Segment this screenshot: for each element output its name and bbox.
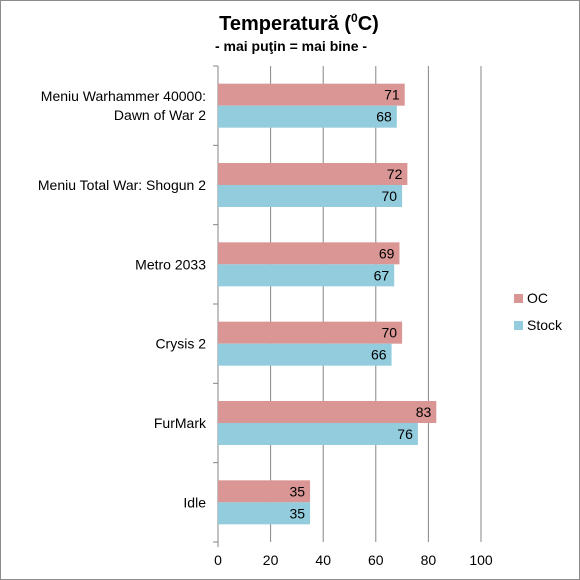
data-label: 70 — [382, 188, 398, 204]
bar-oc — [218, 480, 311, 503]
category-label-line: Metro 2033 — [135, 256, 206, 272]
bar-stock — [218, 105, 397, 128]
legend-label-stock: Stock — [527, 317, 563, 333]
legend-swatch-stock — [514, 321, 523, 330]
chart-title-superscript: 0 — [351, 11, 358, 25]
category-label: Meniu Warhammer 40000: Dawn of War 2 — [41, 88, 206, 123]
x-tick-label: 100 — [469, 552, 493, 568]
bar-stock — [218, 343, 392, 366]
x-tick-label: 60 — [368, 552, 384, 568]
legend-swatch-oc — [514, 294, 523, 303]
bar-stock — [218, 423, 418, 445]
category-label-line: Dawn of War 2 — [114, 107, 206, 123]
legend: OC Stock — [514, 290, 563, 333]
bar-stock — [218, 185, 403, 207]
chart-title: Temperatură (0C) — [219, 11, 379, 35]
bar-oc — [218, 242, 400, 265]
chart-subtitle: - mai puţin = mai bine - — [215, 38, 367, 54]
chart-title-text: Temperatură ( — [219, 13, 351, 35]
x-tick-label: 0 — [214, 552, 222, 568]
category-label: Metro 2033 — [135, 256, 206, 272]
data-label: 70 — [382, 325, 398, 341]
data-label: 35 — [289, 505, 305, 521]
x-tick-labels: 0 20 40 60 80 100 — [214, 552, 493, 568]
grid-lines — [213, 65, 482, 547]
data-label: 67 — [374, 267, 390, 283]
data-label: 76 — [397, 426, 413, 442]
bar-oc — [218, 321, 403, 344]
data-label: 72 — [387, 166, 403, 182]
data-label: 35 — [289, 483, 305, 499]
category-label: Idle — [183, 494, 206, 510]
category-label-line: Crysis 2 — [155, 336, 206, 352]
data-label: 69 — [379, 245, 395, 261]
bar-oc — [218, 163, 408, 185]
data-label: 66 — [371, 347, 387, 363]
category-label-line: FurMark — [154, 415, 207, 431]
category-label: Meniu Total War: Shogun 2 — [38, 177, 206, 193]
x-tick-label: 40 — [315, 552, 331, 568]
bars — [218, 83, 437, 525]
x-tick-label: 20 — [263, 552, 279, 568]
data-label: 71 — [384, 87, 400, 103]
data-label: 68 — [376, 109, 392, 125]
bar-oc — [218, 401, 437, 423]
legend-label-oc: OC — [527, 290, 548, 306]
category-label-line: Meniu Warhammer 40000: — [41, 88, 206, 104]
category-label-line: Meniu Total War: Shogun 2 — [38, 177, 206, 193]
category-labels: Meniu Warhammer 40000: Dawn of War 2Meniu… — [38, 88, 207, 510]
bar-oc — [218, 83, 405, 106]
category-label: FurMark — [154, 415, 207, 431]
category-label-line: Idle — [183, 494, 206, 510]
chart-title-end: C) — [358, 13, 379, 35]
bar-stock — [218, 264, 395, 287]
data-label: 83 — [416, 404, 432, 420]
category-label: Crysis 2 — [155, 336, 206, 352]
x-tick-label: 80 — [421, 552, 437, 568]
bar-stock — [218, 502, 311, 525]
